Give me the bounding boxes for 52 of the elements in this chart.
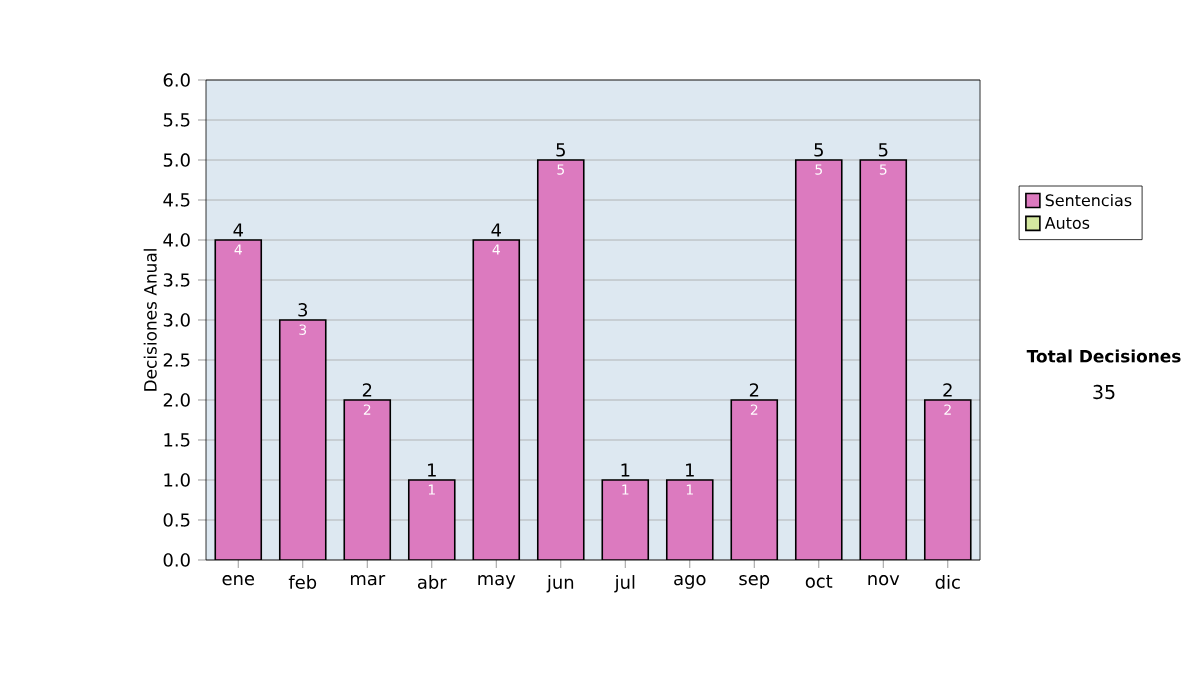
x-tick-label: jul — [614, 575, 635, 593]
y-tick-label: 1.0 — [164, 473, 190, 487]
y-tick-label: 4.0 — [163, 233, 190, 247]
y-tick-label: 0.5 — [163, 513, 190, 527]
text: 35 — [1093, 384, 1115, 400]
total-label: 5 — [878, 143, 888, 157]
x-tick-label: mar — [350, 575, 386, 586]
y-tick-label: 3.0 — [163, 313, 190, 327]
y-tick-label: 2.0 — [163, 393, 190, 407]
y-tick-label: 5.5 — [163, 113, 190, 127]
x-tick-label: dic — [935, 575, 960, 589]
bar — [473, 240, 520, 560]
x-tick-label: feb — [288, 575, 317, 589]
x-tick-label: oct — [805, 575, 833, 588]
total-label: 1 — [428, 463, 436, 477]
bar — [408, 480, 455, 560]
total-label: 5 — [556, 143, 565, 157]
x-tick-label: ago — [674, 575, 706, 589]
bar — [731, 400, 778, 560]
bar — [537, 160, 584, 560]
y-axis-title: Decisiones Anual — [143, 249, 157, 391]
y-tick-label: 1.5 — [164, 433, 190, 447]
y-tick-label: 5.0 — [163, 153, 190, 167]
bar — [602, 480, 649, 560]
total-label: 1 — [621, 463, 630, 477]
total-label: 3 — [298, 303, 308, 317]
bar — [923, 399, 972, 560]
bar — [795, 160, 842, 560]
y-tick-label: 2.5 — [163, 353, 190, 367]
y-tick-label: 4.5 — [163, 193, 190, 207]
x-tick-label: sep — [739, 575, 770, 589]
total-label: 2 — [943, 383, 952, 397]
bar — [344, 400, 391, 560]
x-tick-label: abr — [417, 575, 447, 589]
x-tick-label: may — [478, 575, 516, 589]
text: Total Decisiones — [1026, 349, 1181, 363]
total-label: 2 — [362, 383, 372, 397]
bar — [666, 480, 713, 560]
total-label: 5 — [814, 143, 823, 157]
bar — [279, 320, 326, 560]
y-tick-label: 6.0 — [163, 73, 190, 87]
x-tick-label: jun — [546, 575, 574, 593]
total-label: 1 — [686, 463, 694, 477]
y-tick-label: 3.5 — [163, 273, 190, 287]
bar — [215, 240, 262, 560]
x-tick-label: nov — [868, 575, 900, 586]
y-tick-label: 0.0 — [163, 553, 190, 567]
total-label: 2 — [749, 383, 759, 397]
bar — [860, 160, 907, 560]
total-label: 4 — [491, 223, 501, 237]
x-tick-label: ene — [222, 575, 255, 586]
total-label: 4 — [233, 223, 243, 237]
